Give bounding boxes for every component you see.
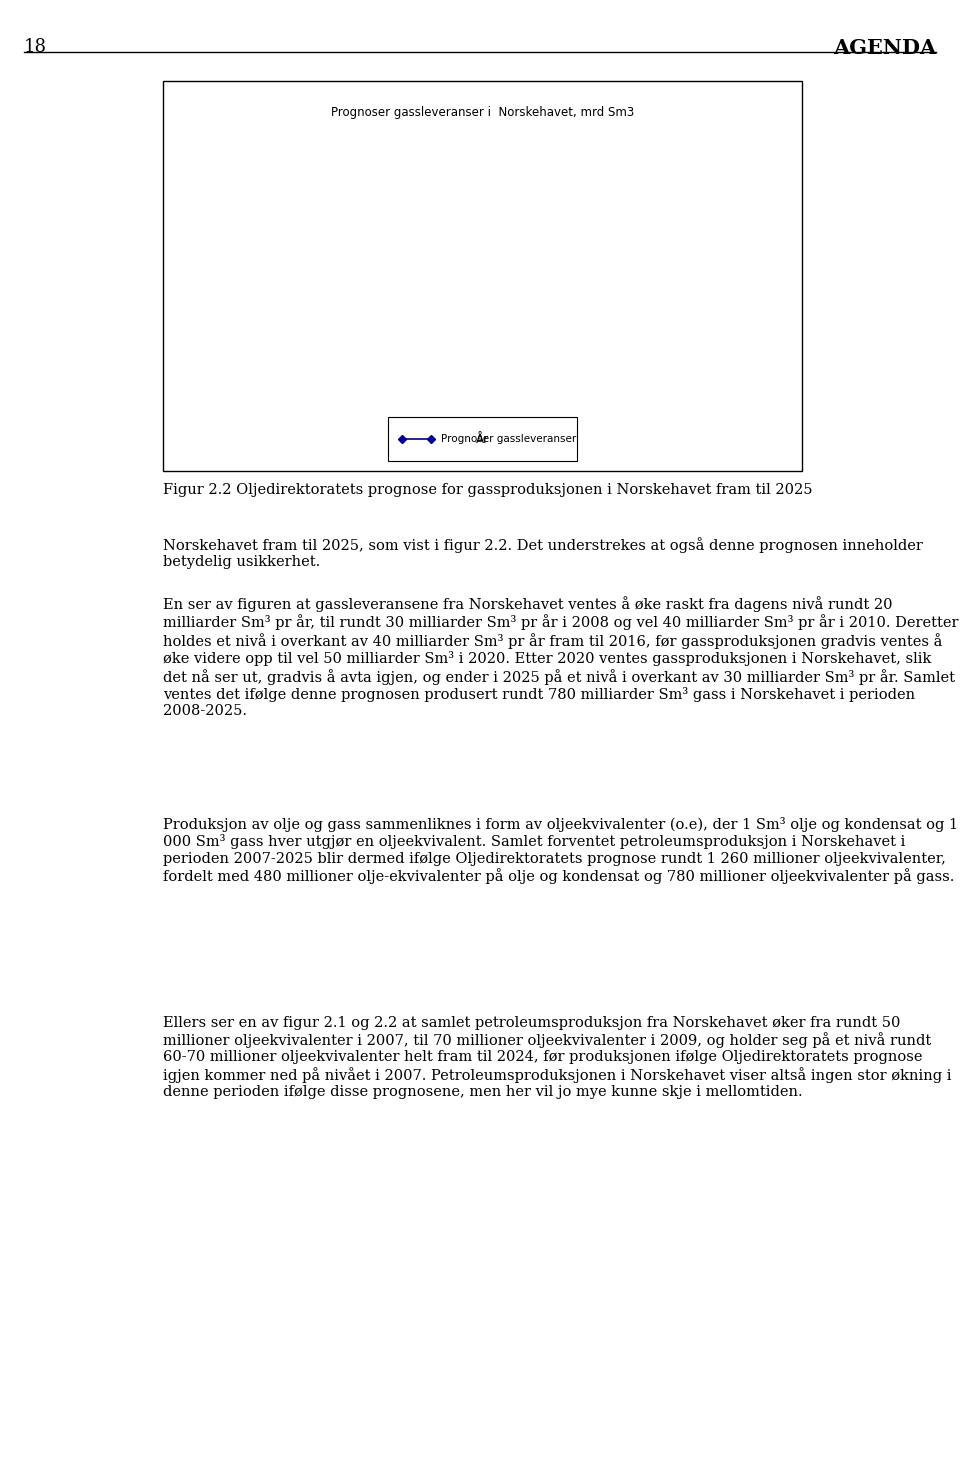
Text: År: År — [476, 433, 489, 446]
Prognoser gassleveranser — [229, 293, 241, 311]
Text: Prognoser gassleveranser i  Norskehavet, mrd Sm3: Prognoser gassleveranser i Norskehavet, … — [331, 106, 634, 119]
Prognoser gassleveranser — [259, 263, 271, 281]
Prognoser gassleveranser — [318, 231, 329, 249]
Prognoser gassleveranser — [288, 243, 300, 261]
Prognoser gassleveranser — [435, 231, 446, 249]
Prognoser gassleveranser — [582, 222, 593, 240]
Prognoser gassleveranser — [347, 237, 358, 255]
Line: Prognoser gassleveranser: Prognoser gassleveranser — [232, 205, 766, 305]
Prognoser gassleveranser — [669, 216, 681, 234]
Prognoser gassleveranser — [493, 228, 505, 246]
Prognoser gassleveranser — [376, 234, 388, 252]
Text: 18: 18 — [24, 38, 47, 56]
Prognoser gassleveranser — [552, 219, 564, 237]
Prognoser gassleveranser — [728, 243, 739, 261]
Prognoser gassleveranser — [523, 225, 535, 243]
Text: Norskehavet fram til 2025, som vist i figur 2.2. Det understrekes at også denne : Norskehavet fram til 2025, som vist i fi… — [163, 537, 924, 570]
Prognoser gassleveranser — [464, 231, 475, 249]
Text: Prognoser gassleveranser: Prognoser gassleveranser — [441, 434, 576, 443]
Prognoser gassleveranser — [640, 208, 652, 225]
Prognoser gassleveranser — [611, 199, 622, 216]
Text: En ser av figuren at gassleveransene fra Norskehavet ventes å øke raskt fra dage: En ser av figuren at gassleveransene fra… — [163, 596, 959, 718]
Text: Ellers ser en av figur 2.1 og 2.2 at samlet petroleumsproduksjon fra Norskehavet: Ellers ser en av figur 2.1 og 2.2 at sam… — [163, 1016, 951, 1100]
Text: AGENDA: AGENDA — [832, 38, 936, 59]
Text: Produksjon av olje og gass sammenliknes i form av oljeekvivalenter (o.e), der 1 : Produksjon av olje og gass sammenliknes … — [163, 817, 958, 885]
Prognoser gassleveranser — [757, 261, 769, 278]
Prognoser gassleveranser — [699, 231, 710, 249]
Prognoser gassleveranser — [405, 231, 417, 249]
Text: Figur 2.2 Oljedirektoratets prognose for gassproduksjonen i Norskehavet fram til: Figur 2.2 Oljedirektoratets prognose for… — [163, 483, 813, 498]
